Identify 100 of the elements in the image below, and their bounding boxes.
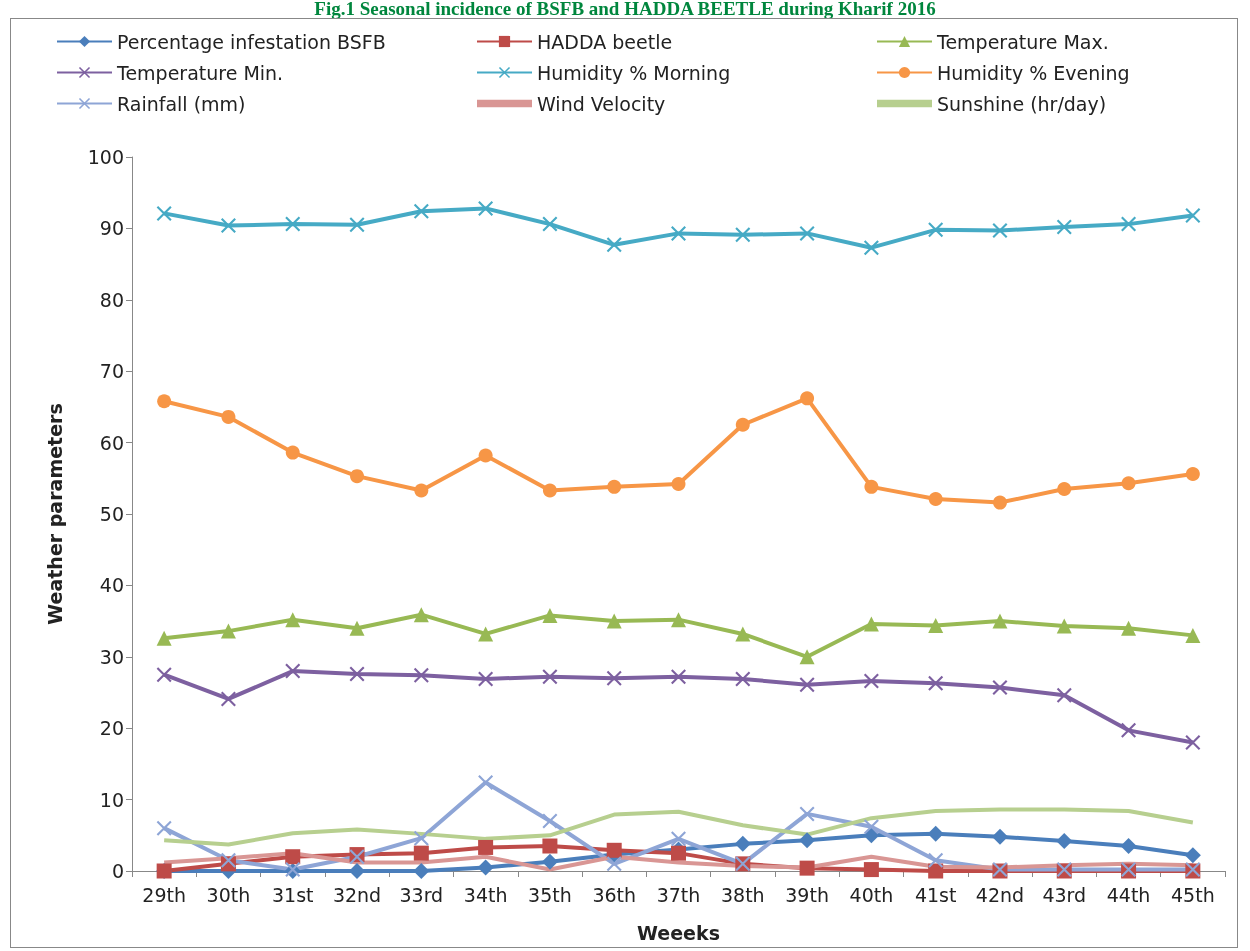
point — [220, 691, 236, 707]
point — [1121, 476, 1136, 491]
point — [799, 677, 815, 693]
point — [1184, 847, 1201, 864]
x-tick-label: 35th — [528, 883, 572, 906]
y-tick-label: 0 — [111, 860, 124, 882]
x-tick-label: 38th — [720, 883, 765, 906]
point — [478, 200, 494, 216]
x-tick-label: 34th — [463, 883, 508, 906]
point — [542, 216, 558, 232]
point — [542, 838, 558, 854]
point — [156, 667, 172, 683]
point — [671, 845, 686, 861]
point — [1185, 467, 1200, 482]
y-tick-label: 20 — [99, 717, 124, 740]
point — [478, 774, 494, 790]
x-tick-label: 31st — [271, 883, 314, 906]
point — [606, 237, 622, 253]
point — [927, 825, 944, 842]
x-tick-label: 44th — [1106, 883, 1151, 906]
point — [542, 483, 557, 498]
point — [671, 225, 686, 241]
point — [799, 806, 815, 822]
point — [542, 669, 558, 685]
y-tick-label: 90 — [99, 217, 124, 240]
point — [864, 479, 879, 494]
point — [606, 856, 622, 872]
point — [671, 831, 686, 847]
point — [157, 394, 172, 409]
point — [285, 849, 301, 865]
point — [1185, 734, 1201, 750]
x-tick-label: 42nd — [975, 883, 1025, 906]
legend-label: HADDA beetle — [537, 30, 673, 53]
point — [1056, 687, 1072, 703]
x-tick-label: 43rd — [1042, 883, 1087, 906]
point — [285, 663, 301, 679]
point — [1056, 833, 1073, 850]
point — [671, 477, 686, 492]
legend-label: Rainfall (mm) — [117, 92, 246, 115]
point — [1121, 216, 1137, 232]
point — [1057, 482, 1072, 497]
point — [734, 835, 751, 852]
point — [606, 670, 622, 686]
point — [478, 839, 494, 855]
point — [478, 671, 494, 687]
legend-label: Temperature Min. — [116, 61, 284, 84]
point — [220, 623, 236, 639]
point — [735, 227, 751, 243]
point — [735, 626, 751, 642]
point — [477, 859, 494, 876]
point — [607, 479, 622, 494]
point — [928, 222, 944, 238]
point — [928, 852, 944, 868]
point — [542, 607, 558, 623]
x-tick-label: 36th — [592, 883, 637, 906]
point — [606, 613, 622, 629]
y-tick-label: 30 — [99, 645, 124, 668]
x-tick-label: 41st — [914, 883, 957, 906]
x-tick-label: 37th — [656, 883, 701, 906]
point — [991, 828, 1008, 845]
y-tick-label: 60 — [99, 431, 124, 454]
point — [1185, 627, 1201, 643]
point — [285, 445, 300, 460]
point — [863, 673, 879, 689]
point — [350, 469, 365, 484]
legend-label: Percentage infestation BSFB — [117, 30, 386, 53]
point — [863, 819, 879, 835]
x-tick-label: 45th — [1171, 883, 1215, 906]
legend-label: Sunshine (hr/day) — [937, 92, 1107, 115]
y-tick-label: 80 — [99, 288, 124, 311]
y-tick-label: 10 — [99, 788, 124, 811]
point — [992, 495, 1007, 510]
point — [928, 617, 944, 633]
x-tick-label: 30th — [206, 883, 251, 906]
point — [671, 669, 686, 685]
point — [1056, 219, 1072, 235]
point — [413, 830, 429, 846]
point — [542, 813, 558, 829]
point — [863, 827, 880, 844]
point — [156, 205, 172, 221]
point — [1120, 838, 1137, 855]
x-tick-label: 39th — [785, 883, 829, 906]
x-tick-label: 33rd — [399, 883, 444, 906]
legend-label: Humidity % Evening — [937, 61, 1130, 84]
point — [220, 218, 236, 234]
point — [863, 616, 879, 632]
point — [735, 671, 751, 687]
point — [156, 630, 172, 646]
chart-title: Fig.1 Seasonal incidence of BSFB and HADDA BEETLE during Kharif 2016 — [313, 0, 937, 20]
point — [799, 860, 815, 876]
point — [800, 391, 815, 406]
point — [541, 853, 558, 870]
point — [735, 417, 750, 432]
point — [413, 607, 429, 623]
point — [863, 240, 879, 256]
point — [285, 216, 301, 232]
y-tick-label: 100 — [87, 146, 124, 168]
point — [156, 820, 172, 836]
legend-label: Wind Velocity — [537, 92, 666, 115]
point — [928, 675, 944, 691]
